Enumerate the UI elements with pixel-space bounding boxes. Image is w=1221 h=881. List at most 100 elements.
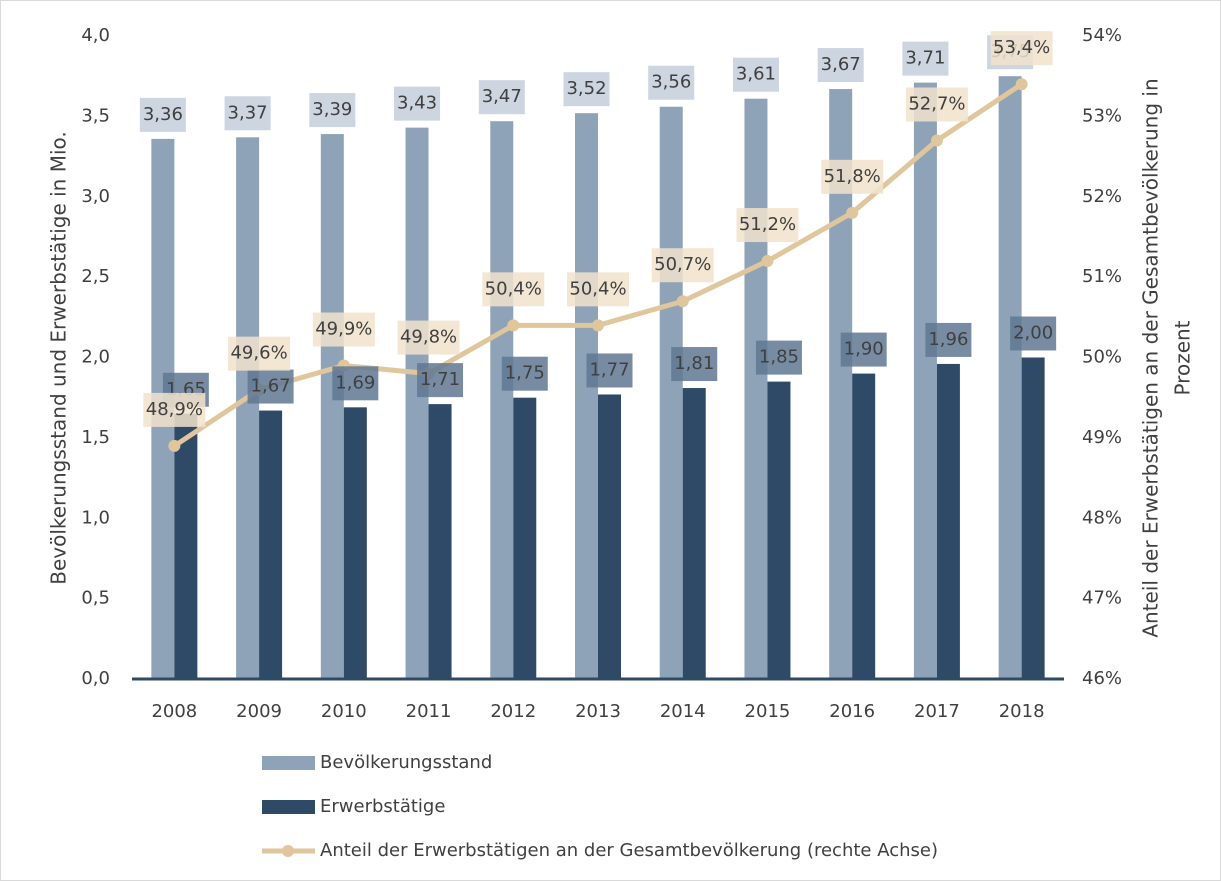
bar	[852, 373, 876, 679]
data-label: 3,52	[566, 78, 606, 99]
bar	[490, 121, 514, 679]
x-tick-label: 2018	[999, 701, 1045, 722]
legend-label: Anteil der Erwerbstätigen an der Gesamtb…	[320, 840, 938, 861]
data-label: 1,75	[505, 363, 545, 384]
bar	[343, 407, 367, 679]
data-label: 1,71	[420, 369, 460, 390]
data-label-box	[925, 322, 972, 357]
data-label-box	[1010, 316, 1057, 351]
y-axis-title: Bevölkerungsstand und Erwerbstätige in M…	[47, 131, 71, 585]
data-label: 52,7%	[908, 93, 965, 114]
data-label-box	[902, 41, 949, 76]
data-label-box	[671, 347, 718, 382]
x-tick-label: 2011	[406, 701, 452, 722]
data-label: 3,37	[228, 102, 268, 123]
y-tick-label: 0,5	[81, 588, 110, 609]
data-label: 3,61	[736, 64, 776, 85]
line-point	[168, 439, 181, 452]
line-point	[930, 134, 943, 147]
data-label-box	[651, 248, 714, 283]
bar	[513, 397, 537, 679]
data-label-box	[224, 96, 271, 131]
data-label: 3,67	[821, 54, 861, 75]
legend-swatch	[262, 800, 315, 814]
line-point	[592, 319, 604, 332]
bar	[998, 76, 1022, 679]
data-label: 3,39	[312, 99, 352, 120]
bar	[1021, 357, 1045, 679]
bar	[598, 394, 621, 679]
line-point	[846, 206, 859, 219]
data-label: 3,43	[397, 93, 437, 114]
data-label: 1,85	[759, 347, 799, 368]
data-label-box	[817, 48, 864, 83]
y2-tick-label: 47%	[1082, 588, 1122, 609]
data-label: 51,2%	[739, 214, 796, 235]
bar	[174, 413, 198, 679]
legend-label: Erwerbstätige	[320, 796, 445, 817]
data-label: 3,71	[905, 48, 945, 69]
data-label-box	[478, 80, 525, 115]
x-tick-label: 2009	[236, 701, 282, 722]
y-tick-label: 3,0	[81, 186, 110, 207]
data-label: 1,90	[844, 339, 884, 360]
data-label: 51,8%	[824, 166, 881, 187]
y-tick-label: 4,0	[81, 25, 110, 46]
bar	[659, 106, 683, 680]
bar	[744, 98, 768, 679]
data-label: 1,96	[928, 329, 968, 350]
data-label-box	[417, 363, 464, 398]
data-label-box	[312, 312, 375, 347]
legend-label: Bevölkerungsstand	[320, 752, 492, 773]
y2-axis-title: Anteil der Erwerbstätigen an der Gesamtb…	[1139, 78, 1163, 637]
data-label: 48,9%	[146, 399, 203, 420]
data-label: 50,4%	[485, 278, 542, 299]
data-label-box	[755, 340, 802, 375]
x-tick-label: 2010	[321, 701, 367, 722]
legend-swatch	[282, 845, 294, 857]
bar	[829, 89, 853, 680]
y-tick-label: 0,0	[81, 668, 110, 689]
data-label-box	[567, 272, 629, 307]
data-label: 1,69	[335, 372, 375, 393]
data-label: 50,7%	[654, 254, 711, 275]
data-label-box	[228, 336, 291, 371]
bar	[428, 404, 452, 679]
data-label-box	[397, 320, 460, 355]
data-label-box	[482, 272, 545, 307]
x-tick-label: 2017	[914, 701, 960, 722]
data-label: 53,4%	[993, 37, 1050, 58]
data-label-box	[821, 159, 884, 194]
line-point	[1015, 78, 1028, 91]
bar	[405, 127, 429, 679]
bar	[236, 137, 260, 679]
data-label: 49,6%	[230, 343, 287, 364]
y-tick-label: 1,0	[81, 507, 110, 528]
y2-tick-label: 46%	[1082, 668, 1122, 689]
x-tick-label: 2014	[660, 701, 706, 722]
line-point	[676, 295, 689, 308]
y2-tick-label: 50%	[1082, 347, 1122, 368]
data-label-box	[309, 93, 356, 128]
y-tick-label: 2,5	[81, 266, 110, 287]
data-label: 50,4%	[569, 278, 626, 299]
data-label: 1,77	[589, 359, 629, 380]
x-tick-label: 2008	[151, 701, 197, 722]
line-point	[507, 319, 520, 332]
x-tick-label: 2016	[829, 701, 875, 722]
data-label: 1,67	[251, 376, 291, 397]
data-label: 2,00	[1013, 323, 1053, 344]
y2-axis-title: Prozent	[1171, 320, 1195, 395]
data-label: 3,56	[651, 72, 691, 93]
x-tick-label: 2012	[490, 701, 536, 722]
x-tick-label: 2013	[575, 701, 621, 722]
bar	[936, 363, 960, 679]
data-label: 3,36	[143, 104, 183, 125]
y-tick-label: 1,5	[81, 427, 110, 448]
y2-tick-label: 49%	[1082, 427, 1122, 448]
bar	[913, 82, 937, 680]
data-label: 49,9%	[315, 319, 372, 340]
bar	[320, 134, 344, 679]
data-label-box	[143, 392, 206, 427]
